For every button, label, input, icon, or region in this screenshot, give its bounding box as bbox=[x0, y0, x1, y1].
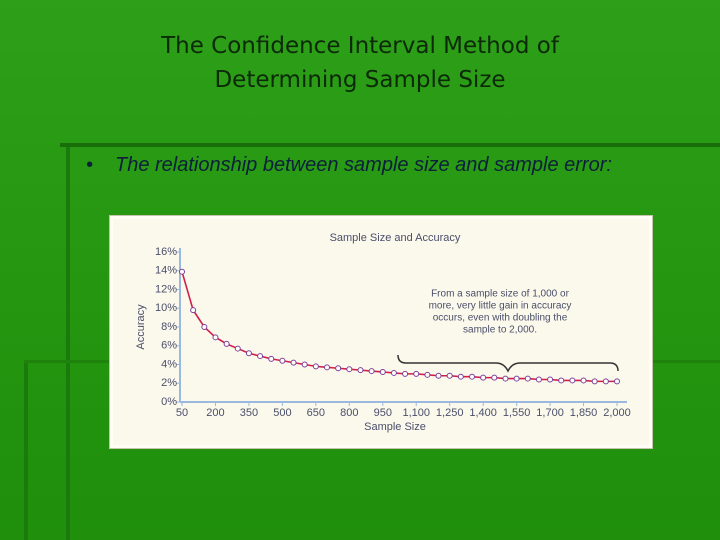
x-tick-label: 1,850 bbox=[570, 407, 598, 419]
point bbox=[290, 359, 297, 366]
rule bbox=[24, 362, 28, 540]
x-tick-label: 50 bbox=[176, 407, 188, 419]
x-tick-label: 1,100 bbox=[402, 407, 430, 419]
point bbox=[446, 372, 453, 379]
point bbox=[223, 340, 230, 347]
point bbox=[346, 366, 353, 373]
x-tick-label: 800 bbox=[340, 407, 358, 419]
y-tick-label: 14% bbox=[155, 265, 177, 277]
point bbox=[513, 375, 520, 382]
point bbox=[614, 378, 620, 385]
chart-panel bbox=[113, 219, 649, 445]
y-tick-label: 16% bbox=[155, 246, 177, 258]
annotation: sample to 2,000. bbox=[463, 325, 537, 336]
series-line bbox=[181, 271, 617, 383]
point bbox=[301, 361, 308, 368]
slide-title: Determining Sample Size bbox=[214, 67, 506, 93]
y-axis-label: Accuracy bbox=[135, 304, 147, 350]
point bbox=[424, 371, 431, 378]
point bbox=[212, 334, 219, 341]
point bbox=[324, 364, 330, 371]
point bbox=[190, 307, 197, 314]
point bbox=[379, 369, 386, 375]
point bbox=[547, 376, 554, 383]
rule bbox=[60, 143, 720, 147]
point bbox=[535, 376, 542, 383]
point bbox=[491, 374, 498, 381]
point bbox=[591, 378, 598, 385]
point bbox=[524, 375, 531, 382]
point bbox=[357, 367, 364, 374]
point bbox=[279, 357, 286, 364]
x-tick-label: 650 bbox=[307, 407, 325, 419]
annotation: From a sample size of 1,000 or bbox=[431, 289, 570, 300]
point bbox=[368, 368, 375, 375]
point bbox=[413, 370, 420, 377]
x-tick-label: 1,700 bbox=[536, 407, 564, 419]
point bbox=[558, 377, 565, 384]
point bbox=[469, 373, 475, 380]
point bbox=[435, 372, 442, 379]
bullet: • The relationship between sample size an… bbox=[86, 153, 696, 177]
point bbox=[201, 324, 208, 330]
point bbox=[245, 350, 252, 357]
point bbox=[457, 373, 464, 380]
point bbox=[257, 353, 264, 360]
point bbox=[502, 375, 509, 382]
y-tick-label: 10% bbox=[155, 302, 177, 314]
point bbox=[480, 374, 487, 381]
bullet-text: The relationship between sample size and… bbox=[115, 154, 612, 176]
point bbox=[402, 370, 409, 377]
y-tick-label: 8% bbox=[161, 321, 177, 333]
bracket bbox=[397, 354, 619, 373]
y-tick-label: 4% bbox=[161, 358, 177, 370]
y-tick-label: 12% bbox=[155, 283, 177, 295]
slide-title: The Confidence Interval Method of bbox=[161, 33, 559, 59]
annotation: occurs, even with doubling the bbox=[433, 313, 568, 324]
point bbox=[390, 369, 397, 376]
x-tick-label: 1,550 bbox=[503, 407, 531, 419]
point bbox=[602, 378, 609, 385]
x-tick-label: 1,250 bbox=[436, 407, 464, 419]
point bbox=[312, 363, 319, 370]
y-tick-label: 6% bbox=[161, 340, 177, 352]
x-tick-label: 200 bbox=[206, 407, 224, 419]
point bbox=[580, 377, 587, 384]
x-axis-label: Sample Size bbox=[364, 421, 426, 433]
y-tick-label: 0% bbox=[161, 396, 177, 408]
point bbox=[179, 268, 185, 275]
y-tick-label: 2% bbox=[161, 377, 177, 389]
rule bbox=[66, 147, 70, 540]
chart: Sample Size and Accuracy Sample Size Acc… bbox=[109, 215, 653, 449]
x-tick-label: 350 bbox=[240, 407, 258, 419]
x-tick-label: 1,400 bbox=[469, 407, 497, 419]
point bbox=[335, 365, 342, 372]
point bbox=[234, 345, 241, 352]
point bbox=[569, 377, 576, 384]
x-tick-label: 950 bbox=[374, 407, 392, 419]
point bbox=[268, 355, 275, 362]
bullet-dot: • bbox=[86, 154, 94, 176]
x-tick-label: 2,000 bbox=[603, 407, 631, 419]
chart-title: Sample Size and Accuracy bbox=[330, 232, 461, 244]
x-tick-label: 500 bbox=[273, 407, 291, 419]
annotation: more, very little gain in accuracy bbox=[429, 301, 572, 312]
